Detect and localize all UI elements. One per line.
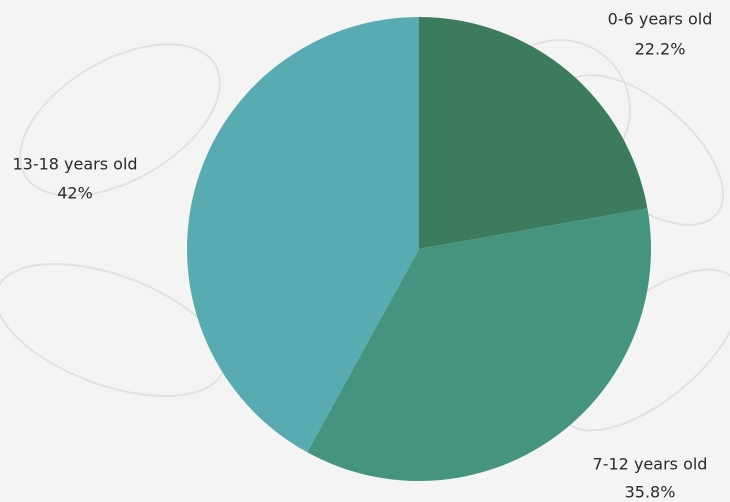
value-label: 42% [57, 184, 93, 203]
pie-slice [186, 17, 419, 453]
value-label: 22.2% [635, 40, 686, 59]
slice-label: 7-12 years old [593, 455, 708, 474]
pie-slice [307, 208, 651, 481]
pie-slice [419, 17, 648, 249]
slice-label: 13-18 years old [12, 155, 137, 174]
value-label: 35.8% [625, 483, 676, 502]
slice-label: 0-6 years old [608, 10, 713, 29]
